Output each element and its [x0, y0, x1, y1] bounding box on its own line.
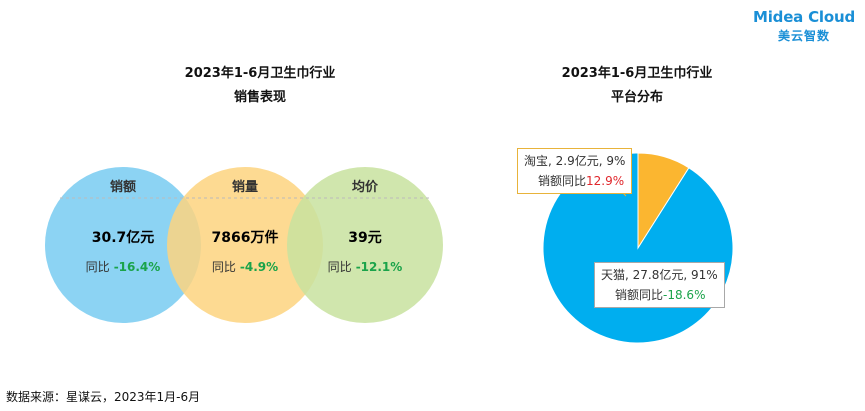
source-note: 数据来源：星谋云，2023年1月-6月: [6, 390, 201, 404]
metric-yoy-volume: 同比 -4.9%: [212, 260, 278, 274]
metric-yoy-price: 同比 -12.1%: [328, 260, 403, 274]
label-taobao-yoy-value: 12.9%: [586, 174, 625, 188]
label-taobao: 淘宝, 2.9亿元, 9% 销额同比12.9%: [517, 148, 633, 194]
yoy-label-volume: 同比: [212, 260, 236, 274]
yoy-label-price: 同比: [328, 260, 352, 274]
label-tmall-text: 天猫, 27.8亿元, 91%: [601, 268, 718, 282]
label-tmall-yoy-value: -18.6%: [663, 288, 706, 302]
brand-subname: 美云智数: [777, 29, 830, 43]
metric-name-price: 均价: [352, 179, 379, 195]
metric-value-volume: 7866万件: [212, 229, 279, 246]
circle-price: [287, 167, 443, 323]
label-tmall-yoy: 销额同比-18.6%: [601, 285, 718, 305]
yoy-value-price: -12.1%: [356, 260, 403, 274]
circle-sales: [45, 167, 201, 323]
label-tmall: 天猫, 27.8亿元, 91% 销额同比-18.6%: [594, 262, 725, 308]
left-chart-title: 2023年1-6月卫生巾行业 销售表现: [130, 62, 390, 110]
brand-name: Midea Cloud: [753, 8, 855, 26]
metric-value-price: 39元: [348, 230, 381, 246]
yoy-value-volume: -4.9%: [240, 260, 278, 274]
label-taobao-yoy: 销额同比12.9%: [524, 171, 625, 191]
label-taobao-text: 淘宝, 2.9亿元, 9%: [524, 154, 626, 168]
right-title-line2: 平台分布: [610, 90, 663, 105]
metric-yoy-sales: 同比 -16.4%: [86, 260, 161, 274]
circle-volume: [167, 167, 323, 323]
metric-value-sales: 30.7亿元: [92, 229, 155, 246]
label-taobao-yoy-label: 销额同比: [538, 174, 587, 188]
yoy-value-sales: -16.4%: [114, 260, 161, 274]
label-tmall-yoy-label: 销额同比: [615, 288, 664, 302]
right-chart-title: 2023年1-6月卫生巾行业 平台分布: [507, 62, 767, 110]
right-title-line1: 2023年1-6月卫生巾行业: [561, 66, 713, 81]
left-title-line2: 销售表现: [233, 90, 286, 105]
brand-logo: Midea Cloud 美云智数: [753, 8, 855, 44]
metric-name-volume: 销量: [232, 179, 258, 195]
metric-name-sales: 销额: [110, 179, 136, 195]
yoy-label-sales: 同比: [86, 260, 110, 274]
left-title-line1: 2023年1-6月卫生巾行业: [184, 66, 336, 81]
